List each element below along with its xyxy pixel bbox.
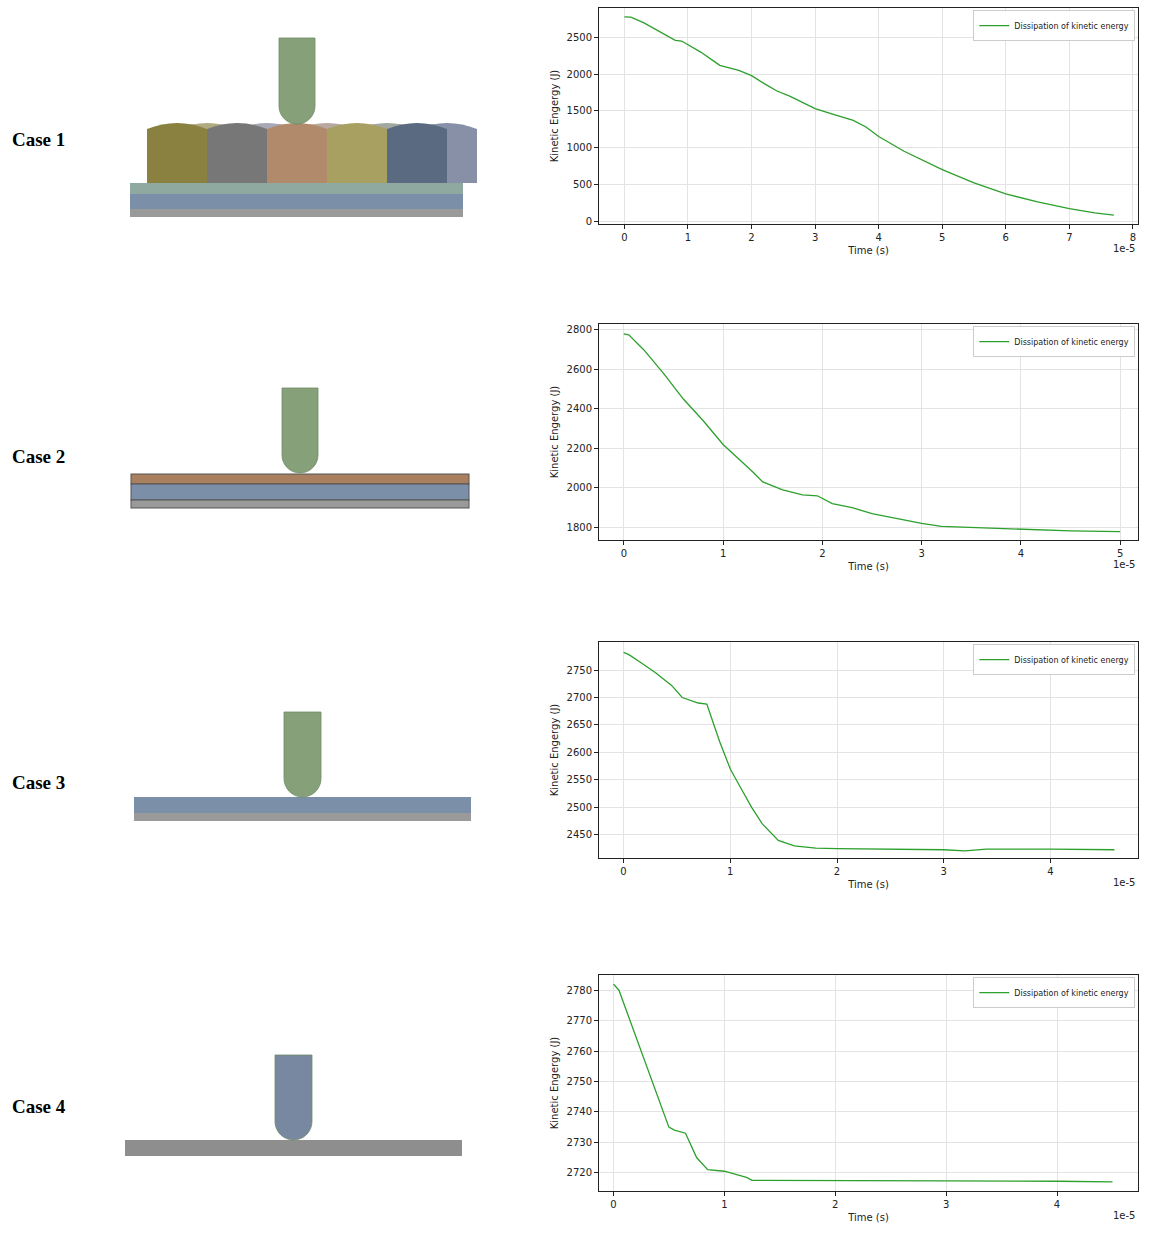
svg-text:1800: 1800: [567, 522, 592, 533]
svg-text:1e-5: 1e-5: [1113, 1210, 1136, 1221]
svg-text:500: 500: [573, 179, 592, 190]
svg-text:Dissipation of kinetic energy: Dissipation of kinetic energy: [1014, 338, 1128, 347]
svg-text:2770: 2770: [567, 1015, 592, 1026]
svg-text:1e-5: 1e-5: [1113, 877, 1136, 888]
svg-text:Time (s): Time (s): [847, 879, 889, 890]
svg-text:1: 1: [727, 866, 733, 877]
svg-text:2780: 2780: [567, 985, 592, 996]
svg-text:Case 4: Case 4: [12, 1096, 66, 1117]
svg-text:5: 5: [939, 232, 945, 243]
svg-text:7: 7: [1066, 232, 1072, 243]
svg-text:4: 4: [1018, 548, 1024, 559]
svg-text:2: 2: [832, 1199, 838, 1210]
svg-text:1e-5: 1e-5: [1113, 243, 1136, 254]
svg-text:2: 2: [819, 548, 825, 559]
svg-text:3: 3: [941, 866, 947, 877]
svg-text:4: 4: [1047, 866, 1053, 877]
svg-text:0: 0: [586, 216, 592, 227]
svg-text:2: 2: [748, 232, 754, 243]
svg-text:2450: 2450: [567, 829, 592, 840]
svg-text:3: 3: [943, 1199, 949, 1210]
svg-text:3: 3: [918, 548, 924, 559]
svg-text:1: 1: [720, 548, 726, 559]
svg-text:Kinetic Engergy (J): Kinetic Engergy (J): [549, 704, 560, 797]
svg-text:2550: 2550: [567, 774, 592, 785]
svg-text:1e-5: 1e-5: [1113, 559, 1136, 570]
svg-text:1000: 1000: [567, 142, 592, 153]
svg-text:2200: 2200: [567, 443, 592, 454]
svg-text:Case 3: Case 3: [12, 772, 65, 793]
svg-text:2700: 2700: [567, 692, 592, 703]
svg-text:2750: 2750: [567, 665, 592, 676]
svg-text:Dissipation of kinetic energy: Dissipation of kinetic energy: [1014, 22, 1128, 31]
svg-text:2650: 2650: [567, 719, 592, 730]
svg-text:1: 1: [721, 1199, 727, 1210]
svg-text:3: 3: [812, 232, 818, 243]
svg-text:Time (s): Time (s): [847, 245, 889, 256]
svg-text:2600: 2600: [567, 364, 592, 375]
svg-text:2750: 2750: [567, 1076, 592, 1087]
svg-text:0: 0: [621, 548, 627, 559]
svg-text:2500: 2500: [567, 802, 592, 813]
svg-text:2000: 2000: [567, 69, 592, 80]
svg-text:Kinetic Engergy (J): Kinetic Engergy (J): [549, 386, 560, 479]
svg-text:2740: 2740: [567, 1106, 592, 1117]
svg-text:0: 0: [621, 232, 627, 243]
svg-text:2600: 2600: [567, 747, 592, 758]
svg-text:Case 1: Case 1: [12, 129, 65, 150]
svg-text:Kinetic Engergy (J): Kinetic Engergy (J): [549, 1037, 560, 1130]
svg-text:4: 4: [1054, 1199, 1060, 1210]
svg-text:0: 0: [610, 1199, 616, 1210]
svg-text:Time (s): Time (s): [847, 1212, 889, 1223]
svg-text:2730: 2730: [567, 1137, 592, 1148]
svg-text:1500: 1500: [567, 105, 592, 116]
svg-text:5: 5: [1117, 548, 1123, 559]
svg-text:0: 0: [620, 866, 626, 877]
svg-text:Dissipation of kinetic energy: Dissipation of kinetic energy: [1014, 989, 1128, 998]
svg-text:Time (s): Time (s): [847, 561, 889, 572]
svg-text:2500: 2500: [567, 32, 592, 43]
svg-text:2400: 2400: [567, 403, 592, 414]
svg-text:2800: 2800: [567, 324, 592, 335]
svg-text:Case 2: Case 2: [12, 446, 65, 467]
svg-text:Dissipation of kinetic energy: Dissipation of kinetic energy: [1014, 656, 1128, 665]
svg-text:4: 4: [875, 232, 881, 243]
svg-text:2000: 2000: [567, 482, 592, 493]
svg-text:2720: 2720: [567, 1167, 592, 1178]
svg-text:2: 2: [834, 866, 840, 877]
svg-text:2760: 2760: [567, 1046, 592, 1057]
svg-text:6: 6: [1003, 232, 1009, 243]
svg-text:8: 8: [1130, 232, 1136, 243]
svg-text:Kinetic Engergy (J): Kinetic Engergy (J): [549, 70, 560, 163]
svg-text:1: 1: [685, 232, 691, 243]
